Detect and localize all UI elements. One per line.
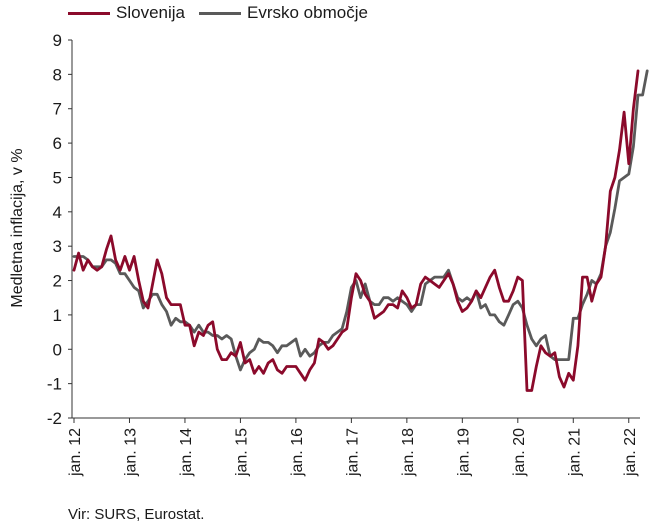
chart-axes <box>71 40 640 419</box>
x-tick-label: jan. 14 <box>178 428 195 477</box>
legend-swatch-slovenija <box>68 11 110 15</box>
chart-legend: Slovenija Evrsko območje <box>68 3 382 23</box>
source-note: Vir: SURS, Eurostat. <box>68 506 205 523</box>
x-tick-label: jan. 18 <box>400 428 417 477</box>
y-tick-label: 3 <box>53 237 62 256</box>
y-tick-label: 2 <box>53 272 62 291</box>
legend-label-slovenija: Slovenija <box>116 3 185 22</box>
series-lines <box>72 69 649 392</box>
y-axis-label: Medletna inflacija, v % <box>9 148 26 307</box>
x-tick-label: jan. 12 <box>67 428 84 477</box>
x-tick-label: jan. 15 <box>233 428 250 477</box>
x-tick-label: jan. 16 <box>289 428 306 477</box>
x-tick-label: jan. 17 <box>344 428 361 477</box>
x-tick-label: jan. 13 <box>122 428 139 477</box>
y-tick-label: 6 <box>53 134 62 153</box>
legend-item-evrsko-obmocje: Evrsko območje <box>199 3 368 23</box>
y-tick-label: -2 <box>47 409 62 428</box>
x-tick-label: jan. 22 <box>622 428 639 477</box>
y-tick-label: 7 <box>53 100 62 119</box>
y-tick-label: 9 <box>53 31 62 50</box>
x-tick-label: jan. 19 <box>455 428 472 477</box>
legend-label-evrsko-obmocje: Evrsko območje <box>247 3 368 22</box>
y-tick-label: -1 <box>47 375 62 394</box>
y-tick-label: 0 <box>53 340 62 359</box>
x-tick-label: jan. 21 <box>566 428 583 477</box>
y-tick-label: 8 <box>53 65 62 84</box>
legend-swatch-evrsko-obmocje <box>199 11 241 15</box>
series-line-slovenija <box>72 69 640 392</box>
legend-item-slovenija: Slovenija <box>68 3 185 23</box>
y-axis-ticks: -2 -1 0 1 2 3 4 5 6 7 8 9 <box>47 31 72 428</box>
y-tick-label: 4 <box>53 203 62 222</box>
y-tick-label: 1 <box>53 306 62 325</box>
x-axis-ticks: jan. 12 jan. 13 jan. 14 jan. 15 jan. 16 jan. … <box>67 418 639 477</box>
series-line-evrsko-obmocje <box>72 69 649 372</box>
x-tick-label: jan. 20 <box>511 428 528 477</box>
y-tick-label: 5 <box>53 168 62 187</box>
